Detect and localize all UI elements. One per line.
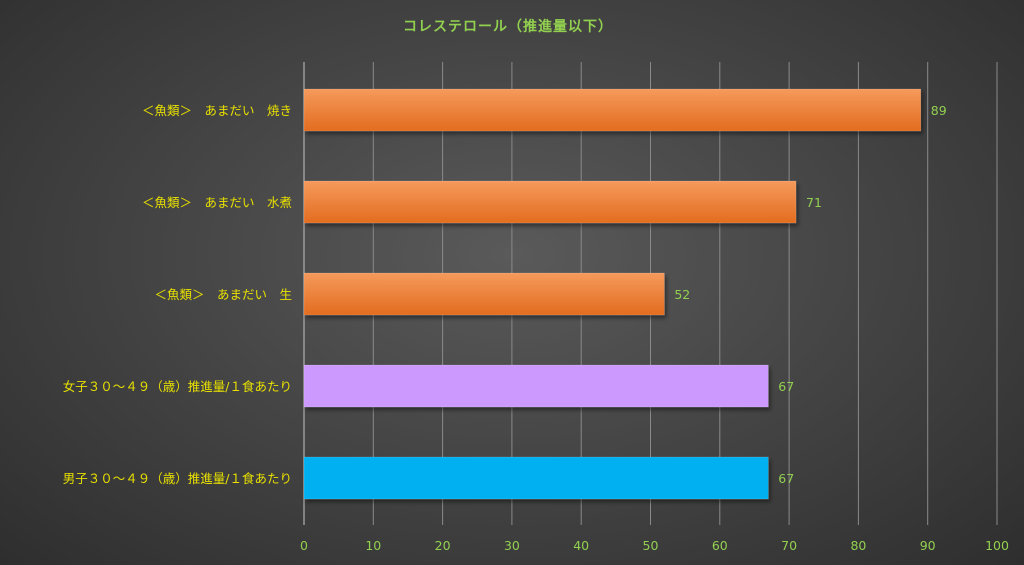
x-tick-label: 0 <box>300 538 308 553</box>
category-label: ＜魚類＞ あまだい 水煮 <box>142 195 292 210</box>
bar <box>303 456 769 500</box>
category-labels: ＜魚類＞ あまだい 焼き ＜魚類＞ あまだい 水煮 ＜魚類＞ あまだい 生女子３０～… <box>63 103 292 486</box>
bar <box>303 180 797 224</box>
x-tick-label: 70 <box>781 538 797 553</box>
x-tick-label: 30 <box>504 538 520 553</box>
x-tick-label: 50 <box>643 538 659 553</box>
data-label: 52 <box>674 287 690 302</box>
chart-title: コレステロール（推進量以下） <box>403 18 613 35</box>
category-label: 女子３０～４９（歳）推進量/１食あたり <box>63 379 292 394</box>
x-tick-label: 100 <box>985 538 1009 553</box>
category-label: ＜魚類＞ あまだい 生 <box>154 287 292 302</box>
category-label: 男子３０～４９（歳）推進量/１食あたり <box>63 471 292 486</box>
bar <box>303 272 665 316</box>
x-tick-label: 10 <box>365 538 381 553</box>
x-tick-label: 40 <box>573 538 589 553</box>
bar <box>303 364 769 408</box>
x-tick-label: 90 <box>920 538 936 553</box>
x-axis-ticks: 0 10 20 30 40 50 60 70 80 90 100 <box>300 538 1009 553</box>
category-label: ＜魚類＞ あまだい 焼き <box>142 103 292 118</box>
x-tick-label: 60 <box>712 538 728 553</box>
data-label: 71 <box>806 195 822 210</box>
x-tick-label: 80 <box>850 538 866 553</box>
data-label: 67 <box>778 379 794 394</box>
bar <box>303 88 922 132</box>
x-tick-label: 20 <box>435 538 451 553</box>
data-label: 89 <box>931 103 947 118</box>
data-label: 67 <box>778 471 794 486</box>
bars: 89 71 52 67 67 <box>303 88 947 500</box>
